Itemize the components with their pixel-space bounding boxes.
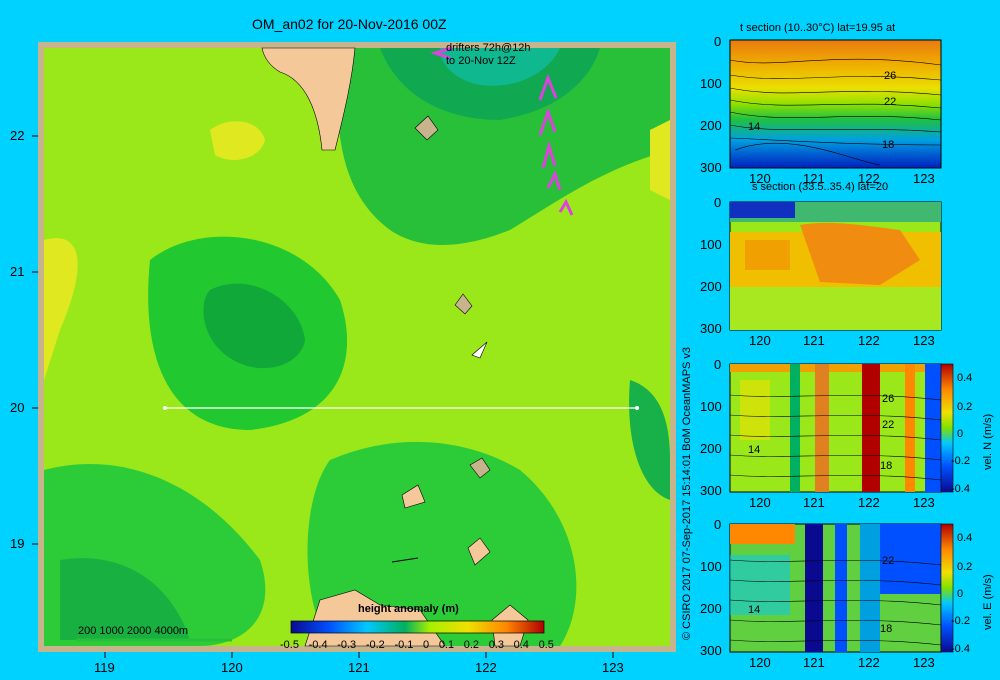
y-tick: 200 (700, 279, 722, 294)
contour-label: 14 (748, 604, 761, 616)
y-tick: 300 (700, 483, 722, 498)
x-tick: 120 (749, 495, 771, 510)
cb-tick: -0.2 (365, 639, 385, 651)
vcb-tick: -0.2 (951, 615, 970, 627)
height-colorbar (290, 620, 545, 634)
vcb-tick: 0.4 (957, 532, 973, 544)
y-tick: 0 (714, 195, 722, 210)
x-tick: 123 (913, 655, 935, 670)
x-tick: 121 (803, 171, 825, 186)
y-tick: 100 (700, 399, 722, 414)
colorbar-title: height anomaly (m) (358, 603, 459, 615)
depth-legend: 200 1000 2000 4000m (78, 625, 189, 637)
y-tick: 100 (700, 76, 722, 91)
x-tick: 122 (858, 495, 880, 510)
vcb-tick: -0.4 (951, 483, 970, 495)
lat-tick: 22 (10, 128, 25, 143)
main-axis-ticks (32, 135, 614, 658)
cb-tick: -0.3 (337, 639, 357, 651)
contour-label: 22 (882, 419, 895, 431)
vcb-tick: 0 (957, 428, 964, 440)
lon-tick: 122 (475, 660, 497, 675)
y-tick: 0 (714, 357, 722, 372)
contour-label: 26 (884, 70, 897, 82)
cb-tick: 0.3 (488, 639, 504, 651)
x-tick: 123 (913, 495, 935, 510)
lon-tick: 121 (348, 660, 370, 675)
x-tick: 122 (858, 171, 880, 186)
y-tick: 200 (700, 441, 722, 456)
cb-tick: 0.1 (438, 639, 455, 651)
cb-tick: -0.1 (394, 639, 414, 651)
colorbar-ticks: -0.5 -0.4 -0.3 -0.2 -0.1 0 0.1 0.2 0.3 0… (280, 639, 554, 651)
lat-tick: 19 (10, 536, 25, 551)
x-tick: 120 (749, 171, 771, 186)
main-title: OM_an02 for 20-Nov-2016 00Z (252, 16, 447, 32)
panel-vel-e (729, 523, 954, 653)
cb-tick: 0.5 (538, 639, 554, 651)
panel-salinity (729, 201, 942, 331)
x-tick: 122 (858, 655, 880, 670)
cb-tick: 0.4 (513, 639, 529, 651)
panel-temperature (729, 39, 942, 169)
x-tick: 123 (913, 333, 935, 348)
contour-label: 22 (884, 96, 897, 108)
contour-label: 18 (880, 623, 893, 635)
y-tick: 300 (700, 160, 722, 175)
cb-tick: -0.5 (280, 639, 299, 651)
drifters-label-2: to 20-Nov 12Z (446, 55, 516, 67)
vcb-tick: -0.2 (951, 455, 970, 467)
contour-label: 14 (748, 121, 761, 133)
y-tick: 300 (700, 643, 722, 658)
contour-label: 26 (882, 393, 895, 405)
panel-vel-n (729, 363, 954, 493)
contour-label: 18 (880, 460, 893, 472)
vel-n-label: vel. N (m/s) (982, 413, 994, 470)
drifters-label-1: drifters 72h@12h (446, 42, 531, 54)
x-tick: 120 (749, 655, 771, 670)
x-tick: 121 (803, 655, 825, 670)
cb-tick: 0.2 (463, 639, 480, 651)
y-tick: 0 (714, 517, 722, 532)
contour-label: 22 (882, 555, 895, 567)
lon-tick: 123 (602, 660, 624, 675)
x-tick: 121 (803, 495, 825, 510)
vcb-tick: -0.4 (951, 643, 970, 655)
lon-tick: 119 (94, 660, 115, 675)
y-tick: 100 (700, 559, 722, 574)
vcb-tick: 0.4 (957, 372, 973, 384)
lon-tick: 120 (221, 660, 243, 675)
vcb-tick: 0.2 (957, 401, 973, 413)
y-tick: 100 (700, 237, 722, 252)
x-tick: 120 (749, 333, 771, 348)
x-tick: 121 (803, 333, 825, 348)
cb-tick: -0.4 (308, 639, 328, 651)
y-tick: 200 (700, 118, 722, 133)
main-map (38, 42, 676, 652)
contour-label: 18 (882, 139, 895, 151)
x-tick: 123 (913, 171, 935, 186)
y-tick: 300 (700, 321, 722, 336)
vcb-tick: 0 (957, 588, 964, 600)
panel-title-temperature: t section (10..30°C) lat=19.95 at (740, 22, 896, 34)
x-tick: 122 (858, 333, 880, 348)
lat-tick: 21 (10, 264, 25, 279)
vcb-tick: 0.2 (957, 561, 973, 573)
cb-tick: 0 (423, 639, 430, 651)
y-tick: 0 (714, 34, 722, 49)
y-tick: 200 (700, 601, 722, 616)
lat-tick: 20 (10, 400, 25, 415)
panel-title-salinity: s section (33.5..35.4) lat=20 (752, 181, 889, 193)
credit-text: © CSIRO 2017 07-Sep-2017 15:14:01 BoM Oc… (681, 346, 693, 640)
vel-e-label: vel. E (m/s) (982, 574, 994, 630)
contour-label: 14 (748, 444, 761, 456)
